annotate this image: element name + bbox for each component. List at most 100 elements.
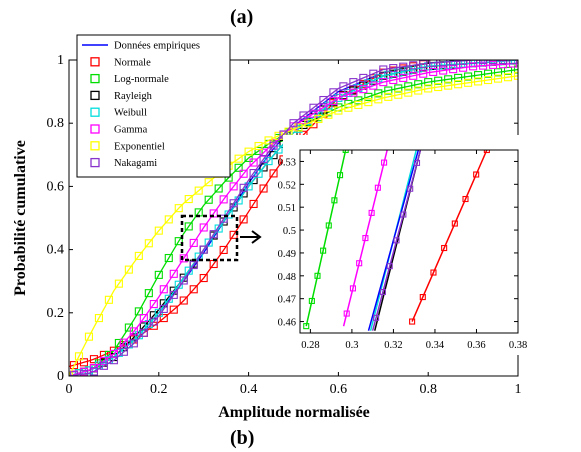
inset-ytick-label: 0.49 bbox=[278, 249, 296, 260]
main-xtick-label: 1 bbox=[515, 382, 522, 397]
main-marker-log-normale bbox=[394, 84, 403, 93]
main-marker-exponentiel bbox=[134, 251, 143, 260]
main-marker-gamma bbox=[219, 195, 228, 204]
main-marker-exponentiel bbox=[394, 90, 403, 99]
main-marker-nakagami bbox=[209, 230, 218, 239]
legend-item-normale: Normale bbox=[90, 57, 151, 68]
legend-swatch-log-normale bbox=[90, 73, 100, 84]
inset-line-log-normale bbox=[305, 150, 347, 327]
main-marker-weibull bbox=[184, 266, 193, 275]
main-marker-nakagami bbox=[89, 367, 98, 376]
main-marker-nakagami bbox=[319, 95, 328, 105]
legend-item-gamma: Gamma bbox=[90, 124, 148, 136]
main-marker-log-normale bbox=[164, 253, 173, 263]
legend-label-normale: Normale bbox=[114, 57, 151, 68]
main-marker-nakagami bbox=[399, 62, 408, 71]
main-marker-nakagami bbox=[349, 78, 358, 87]
main-marker-gamma bbox=[329, 97, 338, 106]
inset-xtick-label: 0.34 bbox=[426, 340, 445, 351]
main-marker-log-normale bbox=[414, 80, 423, 89]
main-marker-nakagami bbox=[299, 111, 308, 120]
main-marker-exponentiel bbox=[204, 178, 213, 187]
main-marker-nakagami bbox=[69, 371, 79, 376]
main-marker-log-normale bbox=[374, 89, 383, 98]
main-marker-exponentiel bbox=[364, 98, 373, 107]
inset-marker-gamma bbox=[349, 285, 356, 292]
main-marker-log-normale bbox=[244, 153, 253, 163]
main-line-nakagami bbox=[69, 60, 518, 376]
inset-marker-log-normale bbox=[314, 272, 321, 279]
inset-ytick-label: 0.52 bbox=[278, 180, 296, 191]
inset-ytick-label: 0.5 bbox=[283, 226, 296, 237]
main-marker-exponentiel bbox=[164, 215, 173, 224]
main-marker-gamma bbox=[379, 78, 388, 87]
main-marker-log-normale bbox=[364, 92, 373, 101]
main-marker-weibull bbox=[204, 238, 213, 247]
main-marker-exponentiel bbox=[454, 80, 463, 89]
main-marker-normale bbox=[159, 314, 168, 323]
main-marker-log-normale bbox=[474, 71, 483, 80]
inset-marker-log-normale bbox=[342, 150, 349, 154]
inset-marker-normale bbox=[462, 195, 469, 203]
inset-marker-nakagami bbox=[393, 237, 400, 244]
main-line-exponentiel bbox=[69, 75, 518, 376]
main-marker-log-normale bbox=[493, 68, 503, 77]
inset-xtick-label: 0.38 bbox=[509, 340, 527, 351]
inset-line-nakagami bbox=[371, 150, 422, 331]
main-marker-exponentiel bbox=[304, 119, 313, 128]
inset-marker-nakagami bbox=[400, 211, 407, 218]
main-marker-gamma bbox=[99, 356, 108, 365]
inset-marker-normale bbox=[473, 171, 480, 178]
main-marker-gamma bbox=[429, 67, 438, 76]
main-marker-log-normale bbox=[174, 237, 183, 246]
inset-series-group bbox=[303, 150, 490, 331]
main-marker-nakagami bbox=[119, 347, 128, 356]
main-xtick-label: 0 bbox=[66, 382, 73, 397]
main-marker-nakagami bbox=[309, 103, 318, 112]
main-marker-exponentiel bbox=[474, 77, 483, 86]
legend-swatch-normale bbox=[90, 57, 100, 67]
main-marker-exponentiel bbox=[124, 265, 133, 274]
main-marker-exponentiel bbox=[194, 186, 203, 195]
inset-marker-gamma bbox=[362, 235, 369, 242]
inset-marker-log-normale bbox=[331, 197, 338, 204]
main-marker-exponentiel bbox=[234, 154, 243, 163]
main-xtick-label: 0.6 bbox=[330, 382, 348, 397]
main-marker-exponentiel bbox=[484, 75, 493, 85]
main-marker-normale bbox=[239, 215, 248, 224]
main-marker-nakagami bbox=[259, 154, 268, 164]
inset-series-nakagami bbox=[371, 150, 422, 331]
main-marker-gamma bbox=[419, 69, 428, 78]
main-marker-weibull bbox=[324, 101, 333, 110]
main-marker-exponentiel bbox=[74, 352, 84, 361]
inset-xtick-label: 0.28 bbox=[301, 340, 319, 351]
main-marker-exponentiel bbox=[464, 78, 473, 87]
main-marker-gamma bbox=[409, 71, 418, 80]
main-marker-nakagami bbox=[249, 169, 258, 178]
main-marker-normale bbox=[259, 184, 268, 193]
main-y-axis: 0 0.2 0.4 0.6 0.8 1 bbox=[47, 53, 518, 384]
main-marker-gamma bbox=[249, 158, 258, 167]
inset-marker-normale bbox=[451, 220, 458, 227]
legend-label-rayleigh: Rayleigh bbox=[114, 91, 153, 102]
main-marker-gamma bbox=[498, 60, 508, 69]
main-marker-exponentiel bbox=[444, 81, 453, 90]
inset-marker-gamma bbox=[374, 184, 381, 191]
main-ytick-label: 1 bbox=[57, 53, 64, 68]
zoom-arrow bbox=[240, 230, 262, 244]
inset-marker-nakagami bbox=[386, 263, 393, 270]
main-marker-exponentiel bbox=[184, 194, 193, 204]
main-marker-log-normale bbox=[424, 78, 433, 87]
legend-item-nakagami: Nakagami bbox=[90, 157, 157, 169]
main-marker-nakagami bbox=[369, 69, 378, 78]
legend-label-nakagami: Nakagami bbox=[114, 158, 157, 169]
main-marker-nakagami bbox=[469, 60, 478, 65]
main-marker-nakagami bbox=[149, 317, 158, 326]
main-marker-rayleigh bbox=[399, 67, 408, 76]
main-marker-nakagami bbox=[169, 290, 178, 299]
main-marker-nakagami bbox=[429, 60, 438, 67]
main-marker-gamma bbox=[109, 349, 118, 358]
x-axis-label: Amplitude normalisée bbox=[218, 404, 370, 421]
main-marker-normale bbox=[269, 169, 278, 178]
main-marker-nakagami bbox=[508, 60, 518, 65]
